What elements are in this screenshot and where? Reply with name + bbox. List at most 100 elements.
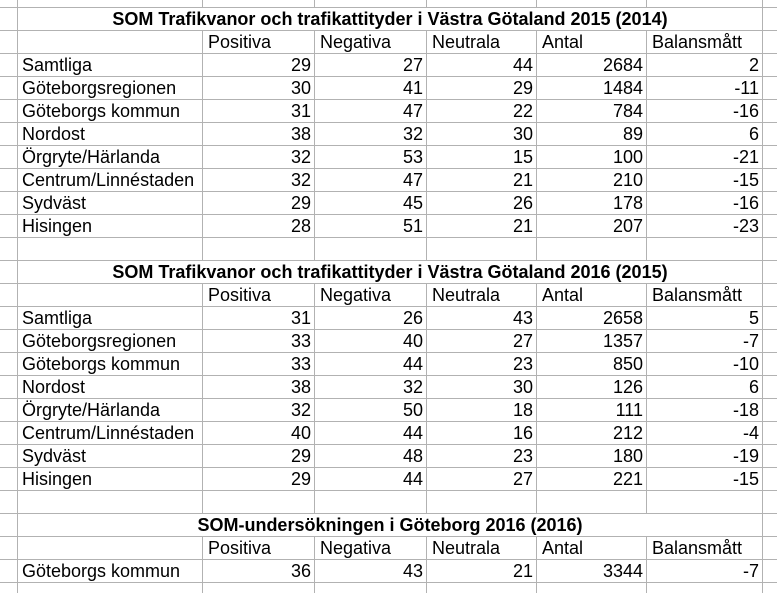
header-cell-positiva[interactable]: Positiva [203,284,315,306]
value-cell[interactable]: 207 [537,215,647,237]
cell[interactable] [0,146,18,168]
value-cell[interactable]: 32 [203,399,315,421]
value-cell[interactable]: 29 [203,192,315,214]
cell[interactable] [0,583,18,593]
value-cell[interactable]: 100 [537,146,647,168]
value-cell[interactable]: 5 [647,307,763,329]
cell[interactable] [763,100,777,122]
cell[interactable] [763,146,777,168]
cell[interactable] [0,169,18,191]
header-cell-antal[interactable]: Antal [537,284,647,306]
value-cell[interactable]: 36 [203,560,315,582]
cell[interactable] [315,491,427,513]
value-cell[interactable]: 126 [537,376,647,398]
header-cell-antal[interactable]: Antal [537,31,647,53]
value-cell[interactable]: 111 [537,399,647,421]
cell[interactable] [315,0,427,7]
cell[interactable] [203,0,315,7]
value-cell[interactable]: 53 [315,146,427,168]
row-label-cell[interactable]: Hisingen [18,215,203,237]
value-cell[interactable]: 30 [203,77,315,99]
cell[interactable] [763,284,777,306]
value-cell[interactable]: -19 [647,445,763,467]
value-cell[interactable]: 1357 [537,330,647,352]
cell[interactable] [0,77,18,99]
table-title-cell[interactable]: SOM Trafikvanor och trafikattityder i Vä… [18,8,763,30]
value-cell[interactable]: 43 [315,560,427,582]
cell[interactable] [0,0,18,7]
cell[interactable] [18,537,203,559]
cell[interactable] [203,238,315,260]
cell[interactable] [18,284,203,306]
value-cell[interactable]: 89 [537,123,647,145]
cell[interactable] [763,192,777,214]
value-cell[interactable]: 23 [427,445,537,467]
cell[interactable] [0,123,18,145]
cell[interactable] [18,31,203,53]
cell[interactable] [763,376,777,398]
value-cell[interactable]: -16 [647,100,763,122]
value-cell[interactable]: 178 [537,192,647,214]
cell[interactable] [763,330,777,352]
value-cell[interactable]: 26 [427,192,537,214]
value-cell[interactable]: 40 [315,330,427,352]
cell[interactable] [763,537,777,559]
value-cell[interactable]: 3344 [537,560,647,582]
cell[interactable] [0,514,18,536]
row-label-cell[interactable]: Göteborgsregionen [18,77,203,99]
cell[interactable] [763,123,777,145]
cell[interactable] [18,491,203,513]
cell[interactable] [763,399,777,421]
value-cell[interactable]: -7 [647,330,763,352]
cell[interactable] [18,583,203,593]
table-title-cell[interactable]: SOM Trafikvanor och trafikattityder i Vä… [18,261,763,283]
table-title-cell[interactable]: SOM-undersökningen i Göteborg 2016 (2016… [18,514,763,536]
value-cell[interactable]: 28 [203,215,315,237]
cell[interactable] [763,491,777,513]
cell[interactable] [0,491,18,513]
cell[interactable] [763,8,777,30]
cell[interactable] [0,353,18,375]
value-cell[interactable]: 47 [315,169,427,191]
cell[interactable] [0,445,18,467]
header-cell-neutrala[interactable]: Neutrala [427,31,537,53]
value-cell[interactable]: 6 [647,376,763,398]
cell[interactable] [427,0,537,7]
value-cell[interactable]: -4 [647,422,763,444]
cell[interactable] [0,8,18,30]
cell[interactable] [0,307,18,329]
value-cell[interactable]: 44 [315,468,427,490]
row-label-cell[interactable]: Nordost [18,376,203,398]
value-cell[interactable]: 2 [647,54,763,76]
value-cell[interactable]: 45 [315,192,427,214]
cell[interactable] [537,491,647,513]
value-cell[interactable]: 32 [203,146,315,168]
cell[interactable] [763,560,777,582]
value-cell[interactable]: 33 [203,330,315,352]
value-cell[interactable]: 22 [427,100,537,122]
value-cell[interactable]: 51 [315,215,427,237]
cell[interactable] [763,0,777,7]
row-label-cell[interactable]: Göteborgs kommun [18,100,203,122]
row-label-cell[interactable]: Hisingen [18,468,203,490]
cell[interactable] [763,215,777,237]
value-cell[interactable]: 180 [537,445,647,467]
value-cell[interactable]: 6 [647,123,763,145]
value-cell[interactable]: 29 [427,77,537,99]
value-cell[interactable]: 16 [427,422,537,444]
row-label-cell[interactable]: Nordost [18,123,203,145]
value-cell[interactable]: 21 [427,169,537,191]
value-cell[interactable]: 2658 [537,307,647,329]
value-cell[interactable]: -21 [647,146,763,168]
row-label-cell[interactable]: Centrum/Linnéstaden [18,422,203,444]
cell[interactable] [427,238,537,260]
header-cell-positiva[interactable]: Positiva [203,537,315,559]
header-cell-balansmatt[interactable]: Balansmått [647,284,763,306]
value-cell[interactable]: 23 [427,353,537,375]
value-cell[interactable]: 18 [427,399,537,421]
cell[interactable] [0,54,18,76]
row-label-cell[interactable]: Sydväst [18,192,203,214]
cell[interactable] [763,169,777,191]
row-label-cell[interactable]: Göteborgs kommun [18,353,203,375]
cell[interactable] [18,0,203,7]
